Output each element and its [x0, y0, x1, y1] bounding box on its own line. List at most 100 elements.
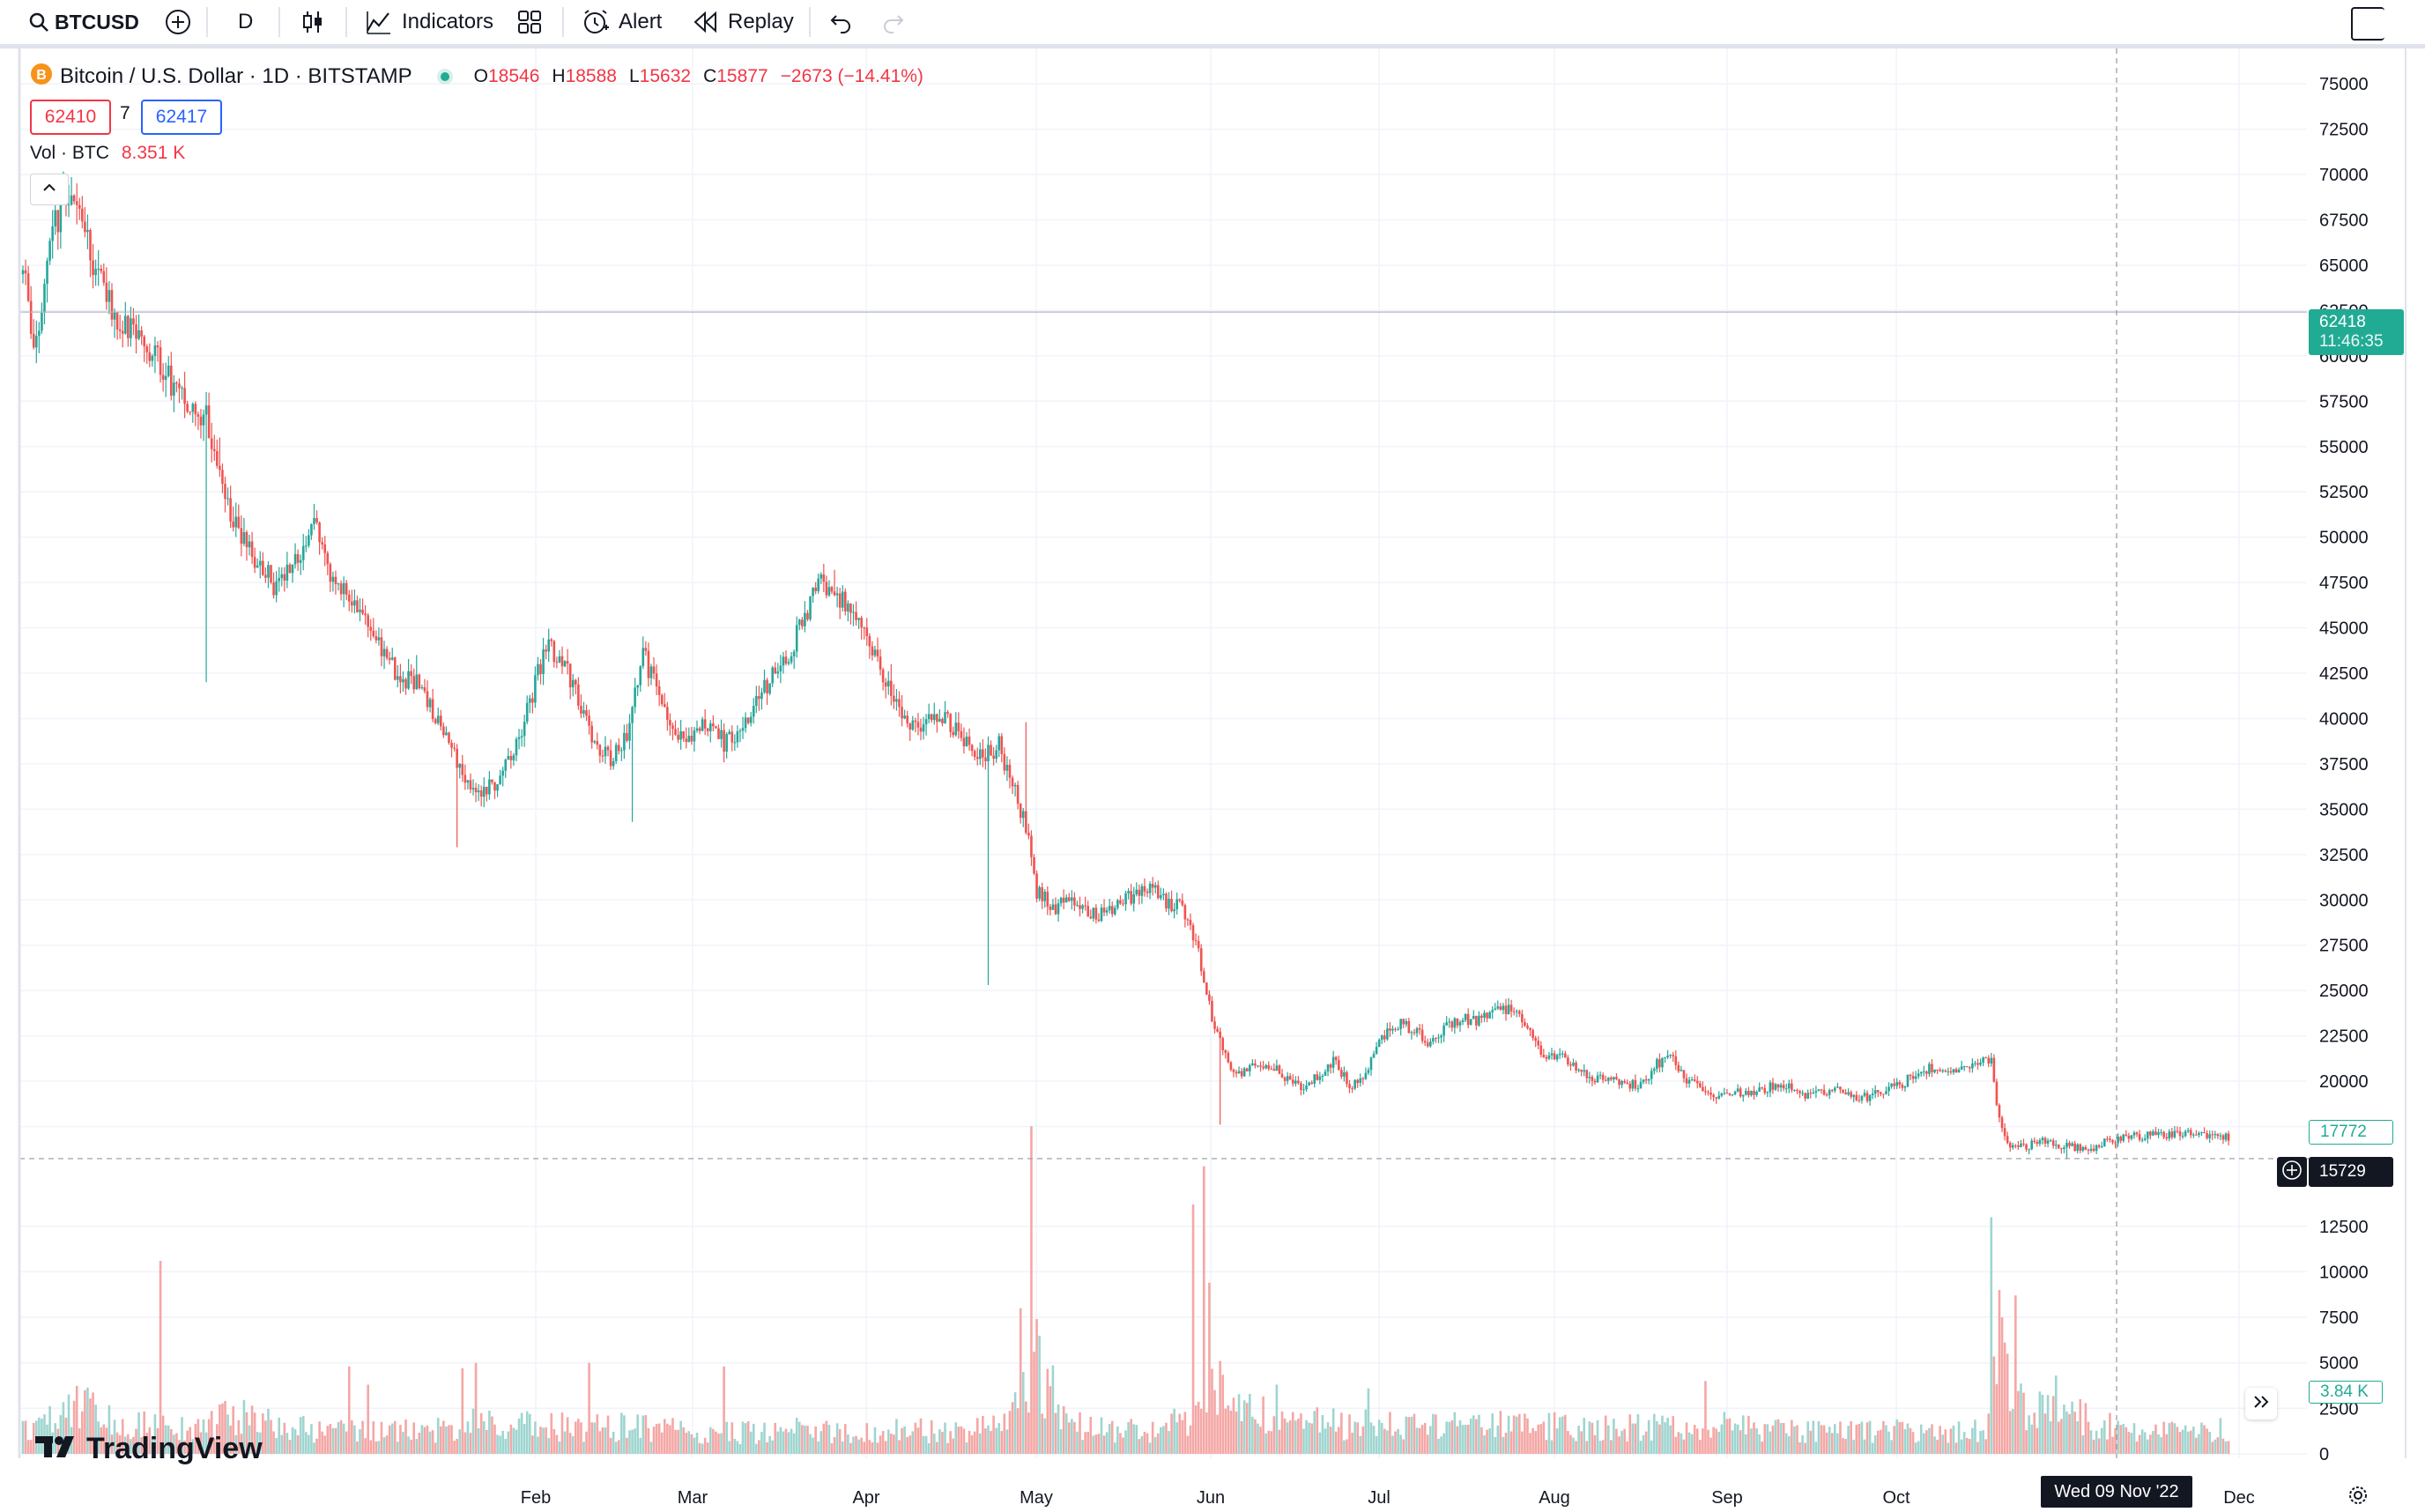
scroll-to-realtime-button[interactable] — [2245, 1388, 2277, 1419]
candle-body — [936, 714, 938, 723]
candle-body — [1025, 811, 1027, 834]
volume-bar — [797, 1421, 801, 1454]
volume-bar — [1456, 1426, 1459, 1454]
candle-body — [760, 692, 763, 700]
volume-bar — [1661, 1415, 1664, 1454]
candle-body — [167, 365, 170, 376]
volume-bar — [1399, 1434, 1402, 1454]
volume-bar — [2092, 1439, 2095, 1454]
candle-body — [2219, 1135, 2222, 1137]
fullscreen-toggle[interactable] — [2351, 7, 2384, 41]
volume-bar — [655, 1424, 658, 1454]
volume-bar — [1375, 1435, 1378, 1454]
candle-body — [588, 715, 590, 726]
candle-body — [626, 732, 628, 741]
candle-body — [1102, 908, 1106, 913]
candle-body — [703, 719, 707, 729]
volume-bar — [2132, 1423, 2136, 1454]
volume-bar — [1865, 1422, 1869, 1454]
collapse-legend-button[interactable] — [30, 174, 69, 205]
market-status-icon[interactable] — [436, 68, 453, 85]
redo-button[interactable] — [881, 0, 906, 44]
candle-body — [1305, 1085, 1308, 1090]
candle-body — [1235, 1071, 1238, 1074]
candle-body — [499, 775, 501, 784]
candle-body — [1033, 856, 1035, 874]
volume-bar — [571, 1435, 575, 1454]
chart-area[interactable]: 0250050007500100001250017500200002250025… — [0, 48, 2425, 1512]
volume-bar — [1435, 1414, 1437, 1454]
alert-button[interactable]: Alert — [582, 0, 662, 44]
volume-bar — [1153, 1437, 1157, 1454]
legend-title-row[interactable]: B Bitcoin / U.S. Dollar · 1D · BITSTAMP … — [30, 63, 923, 90]
volume-bar — [1110, 1420, 1114, 1454]
volume-bar — [1567, 1431, 1569, 1454]
volume-bar — [1564, 1414, 1567, 1454]
interval-button[interactable]: D — [238, 0, 253, 44]
indicators-button[interactable]: Indicators — [365, 0, 493, 44]
candle-body — [1656, 1058, 1658, 1070]
candle-body — [1898, 1082, 1902, 1086]
add-alert-plus-button[interactable] — [2277, 1157, 2307, 1187]
volume-bar — [390, 1423, 394, 1454]
compare-symbol-button[interactable] — [164, 0, 192, 44]
volume-bar — [1575, 1441, 1577, 1454]
candle-body — [590, 725, 593, 743]
chart-settings-button[interactable] — [2346, 1483, 2370, 1508]
candle-body — [2203, 1131, 2206, 1134]
volume-bar — [1933, 1436, 1936, 1454]
candle-body — [679, 730, 682, 740]
volume-bar — [1893, 1426, 1895, 1454]
tradingview-watermark[interactable]: TradingView — [35, 1432, 263, 1466]
redo-icon — [881, 10, 906, 34]
volume-bar — [1064, 1413, 1068, 1454]
volume-bar — [361, 1420, 364, 1454]
volume-bar — [482, 1421, 486, 1454]
volume-bar — [914, 1422, 917, 1454]
volume-bar — [382, 1437, 386, 1454]
replay-button[interactable]: Replay — [693, 0, 794, 44]
candle-body — [283, 574, 286, 581]
volume-bar — [944, 1422, 946, 1454]
volume-bar — [1165, 1422, 1168, 1454]
volume-bar — [2000, 1317, 2004, 1454]
candle-body — [1081, 905, 1084, 909]
candle-body — [1774, 1084, 1777, 1090]
candle-body — [849, 603, 852, 613]
bid-box[interactable]: 62410 — [30, 100, 111, 135]
candle-body — [1251, 1063, 1254, 1065]
undo-button[interactable] — [828, 0, 853, 44]
volume-bar — [2127, 1432, 2131, 1454]
candle-body — [1758, 1087, 1761, 1092]
candle-body — [1097, 919, 1101, 921]
candle-body — [1880, 1092, 1882, 1094]
volume-bar — [137, 1412, 140, 1454]
candle-body — [1262, 1066, 1264, 1069]
volume-bar — [1776, 1419, 1780, 1454]
volume-bar — [941, 1432, 944, 1454]
volume-bar — [1873, 1434, 1877, 1454]
chart-type-button[interactable] — [300, 0, 326, 44]
volume-bar — [67, 1394, 70, 1454]
candle-body — [1469, 1019, 1472, 1026]
volume-legend[interactable]: Vol · BTC 8.351 K — [30, 143, 185, 164]
price-chart[interactable]: 0250050007500100001250017500200002250025… — [0, 48, 2425, 1512]
candle-body — [1003, 753, 1006, 771]
volume-price-tag: 3.84 K — [2309, 1381, 2383, 1404]
candle-body — [1326, 1064, 1330, 1072]
volume-bar — [1731, 1430, 1734, 1454]
candle-body — [927, 714, 931, 720]
ask-box[interactable]: 62417 — [141, 100, 222, 135]
tradingview-wordmark: TradingView — [86, 1432, 263, 1465]
symbol-search-button[interactable]: BTCUSD — [28, 0, 139, 44]
volume-bar — [2025, 1430, 2028, 1454]
candle-body — [774, 667, 777, 674]
volume-bar — [1995, 1383, 1999, 1454]
volume-bar — [1850, 1421, 1852, 1454]
candle-body — [471, 788, 475, 789]
volume-bar — [232, 1405, 234, 1454]
layouts-button[interactable] — [516, 0, 543, 44]
candle-body — [1016, 784, 1020, 804]
volume-bar — [1151, 1421, 1154, 1454]
candle-body — [1494, 1008, 1497, 1011]
